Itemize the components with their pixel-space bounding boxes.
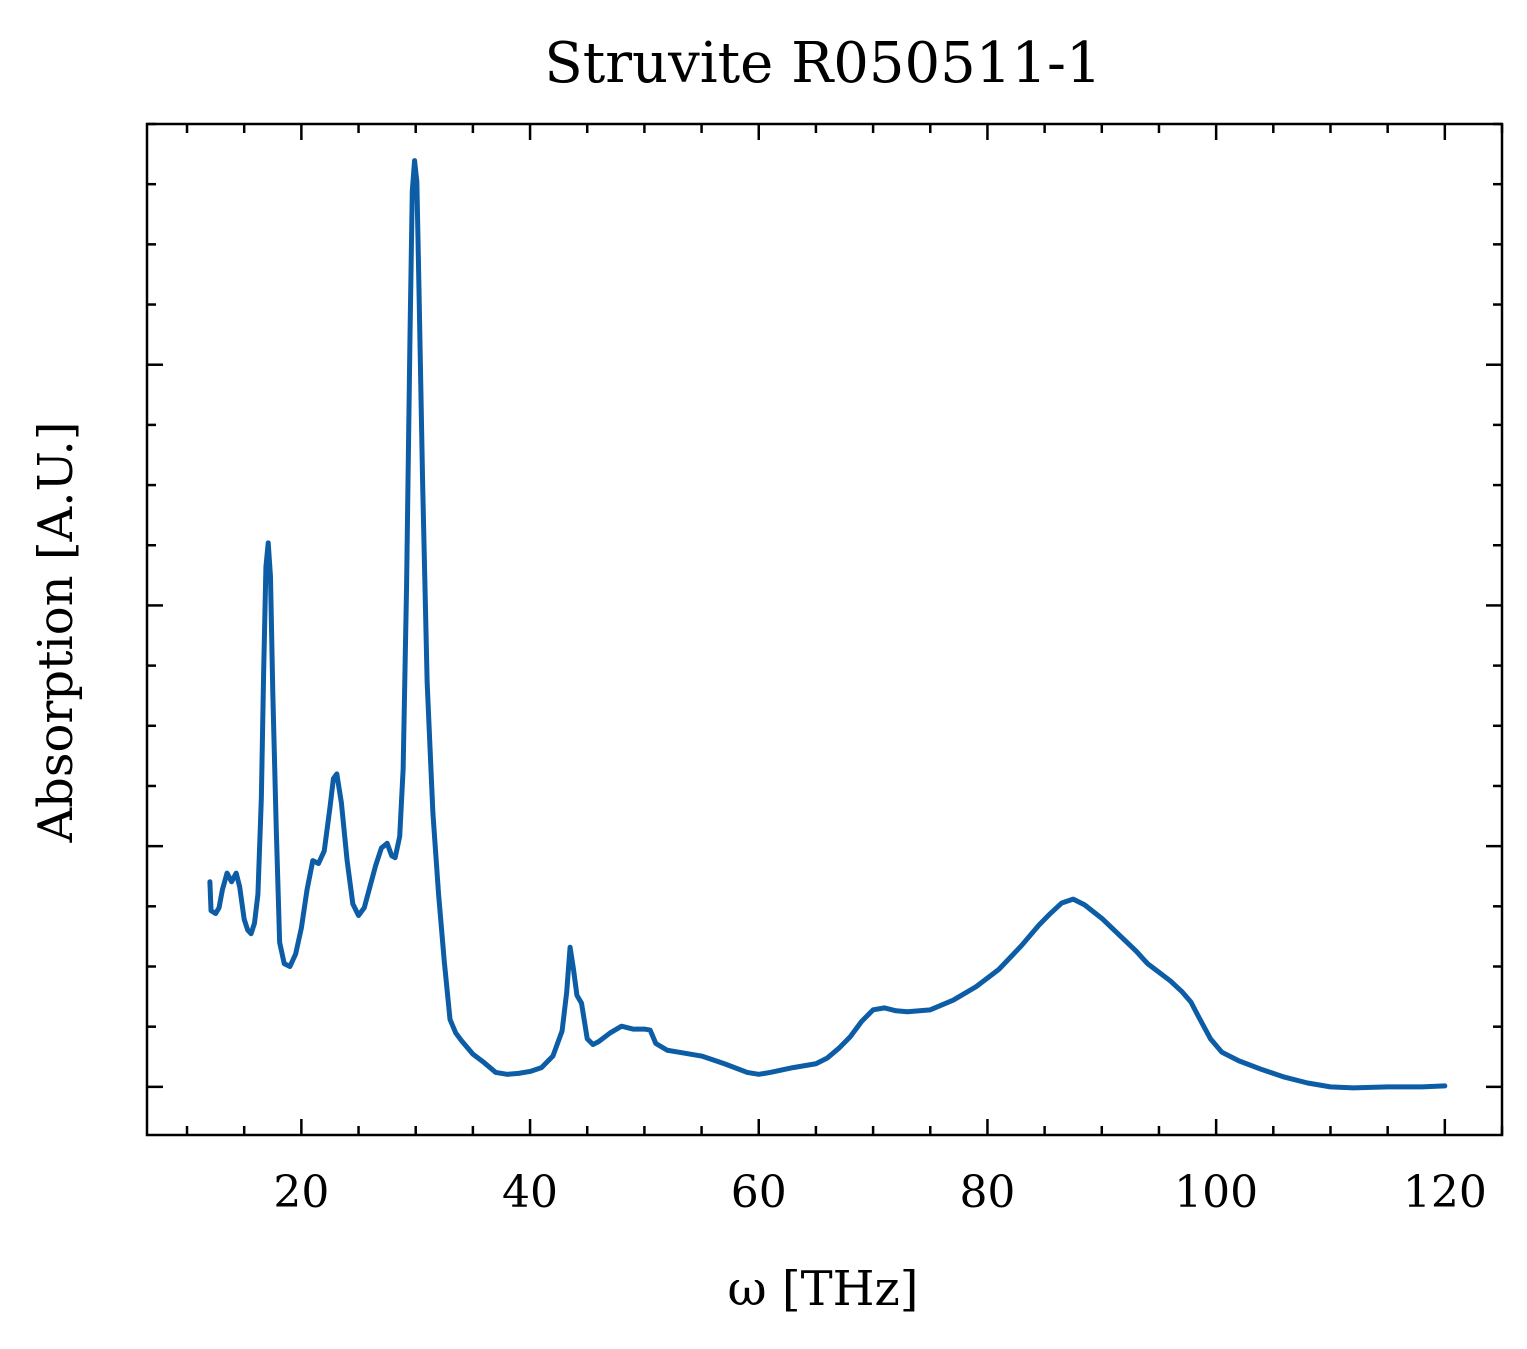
x-axis-label: ω [THz]: [727, 1261, 918, 1317]
x-tick-label: 120: [1403, 1167, 1487, 1218]
x-tick-label: 100: [1174, 1167, 1258, 1218]
axis-ticks: [147, 122, 1504, 1135]
x-tick-label: 80: [959, 1167, 1015, 1218]
x-tick-label: 20: [273, 1167, 329, 1218]
x-tick-label: 40: [502, 1167, 558, 1218]
x-tick-label: 60: [731, 1167, 787, 1218]
absorption-series-line: [207, 158, 1448, 1091]
x-tick-labels: 20 40 60 80 100 120: [273, 1167, 1486, 1218]
plot-area-frame: [145, 122, 1504, 1137]
y-axis-label: Absorption [A.U.]: [28, 422, 84, 844]
chart-title: Struvite R050511-1: [544, 31, 1101, 96]
